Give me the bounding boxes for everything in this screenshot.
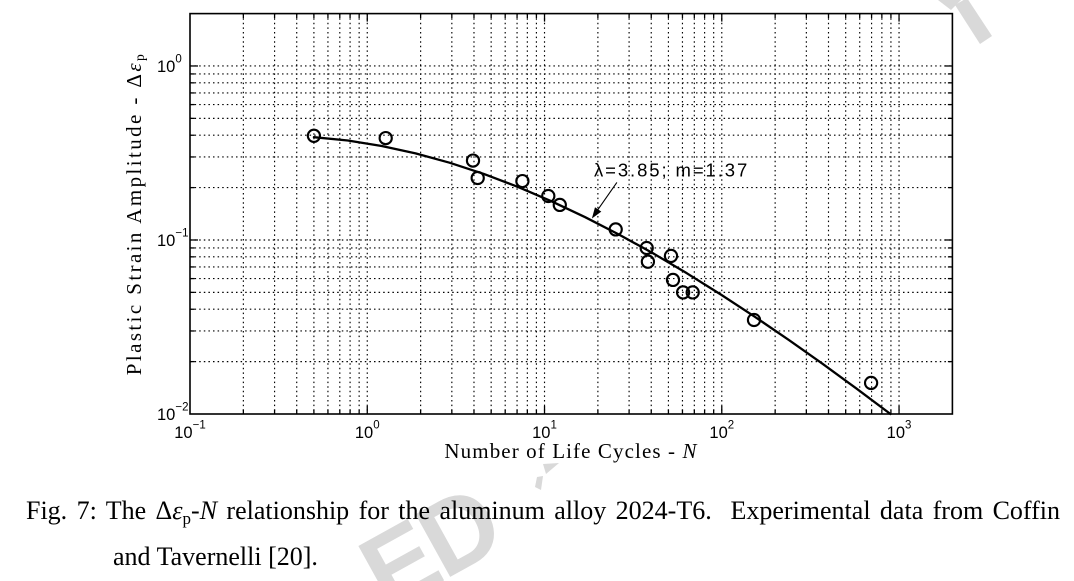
- caption-text-part: p: [182, 509, 192, 528]
- x-tick-label: 10−1: [174, 420, 205, 443]
- data-point: [541, 188, 556, 204]
- y-axis-label-item: Plastic Strain Amplitude - Δ: [122, 72, 146, 376]
- annotation-arrow-line: [594, 182, 618, 215]
- x-tick-label-item: 10: [174, 424, 192, 442]
- caption-text-part: N: [199, 496, 218, 525]
- data-point: [640, 254, 656, 269]
- watermark-corner-fragment: [938, 0, 961, 10]
- x-tick-label: 103: [887, 420, 912, 443]
- data-point: [608, 222, 623, 237]
- x-tick-label-item: 10: [532, 424, 550, 442]
- data-point: [378, 130, 393, 146]
- x-tick-label-item: 0: [373, 420, 379, 432]
- plot-border: [189, 12, 954, 415]
- x-tick-label-item: 10: [355, 424, 373, 442]
- y-tick-label: 100: [157, 53, 182, 76]
- annotation: λ=3.85; m=1.37: [591, 160, 749, 219]
- data-point: [639, 240, 654, 256]
- grid-lines: [190, 13, 953, 414]
- x-axis-label: Number of Life Cycles - N: [444, 439, 697, 463]
- y-axis-label-item: ε: [122, 61, 146, 72]
- watermark-letter-fragment: [543, 463, 559, 474]
- data-point: [552, 197, 567, 213]
- figure-caption: Fig. 7: The Δεp-N relationship for the a…: [26, 488, 1060, 580]
- y-tick-label-item: 10: [157, 406, 175, 424]
- data-point: [306, 128, 322, 143]
- x-tick-label-item: 1: [550, 420, 556, 432]
- data-point: [675, 285, 691, 300]
- data-point: [685, 285, 700, 300]
- caption-text-part: relationship for the aluminum alloy 2024…: [217, 496, 1060, 525]
- y-tick-label-item: 10: [157, 58, 175, 76]
- x-tick-label-item: 10: [887, 424, 905, 442]
- caption-text-part: -: [191, 496, 200, 525]
- x-tick-label-item: 3: [905, 420, 911, 432]
- x-tick-label: 102: [709, 420, 734, 443]
- data-point: [465, 153, 481, 168]
- data-point: [515, 173, 530, 189]
- caption-line-2: and Tavernelli [20].: [113, 542, 318, 571]
- annotation-label: λ=3.85; m=1.37: [594, 160, 749, 181]
- watermark-corner-fragment: [955, 0, 992, 44]
- x-tick-label: 101: [532, 420, 557, 443]
- x-tick-label-item: 10: [709, 424, 727, 442]
- x-axis-label-item: Number of Life Cycles -: [444, 439, 682, 463]
- data-point: [746, 312, 762, 328]
- data-points: [306, 128, 879, 391]
- data-point: [863, 375, 879, 391]
- data-point: [470, 170, 485, 186]
- caption-text-part: Fig. 7: The Δ: [26, 496, 173, 525]
- annotation-arrow-head: [591, 207, 602, 219]
- watermark-letter-fragment: [535, 476, 543, 490]
- x-tick-label-item: −1: [193, 420, 206, 432]
- caption-text-part: ε: [172, 496, 183, 525]
- plot-background: [190, 13, 953, 414]
- data-point: [665, 272, 681, 288]
- x-tick-label-item: 2: [728, 420, 734, 432]
- y-tick-label-item: −2: [175, 402, 188, 414]
- model-fit-curve: [312, 136, 892, 416]
- y-tick-label-item: 10: [157, 232, 175, 250]
- y-tick-label-item: −1: [175, 227, 188, 239]
- data-point: [663, 248, 679, 264]
- x-tick-label: 100: [355, 420, 380, 443]
- y-axis-label: Plastic Strain Amplitude - Δεp: [122, 52, 147, 375]
- caption-line-1: Fig. 7: The Δεp-N relationship for the a…: [26, 488, 1060, 534]
- y-tick-label-item: 0: [175, 53, 181, 65]
- y-tick-label: 10−2: [157, 402, 188, 425]
- y-tick-label: 10−1: [157, 227, 188, 250]
- y-axis-label-item: p: [132, 52, 147, 61]
- x-axis-label-item: N: [681, 439, 697, 463]
